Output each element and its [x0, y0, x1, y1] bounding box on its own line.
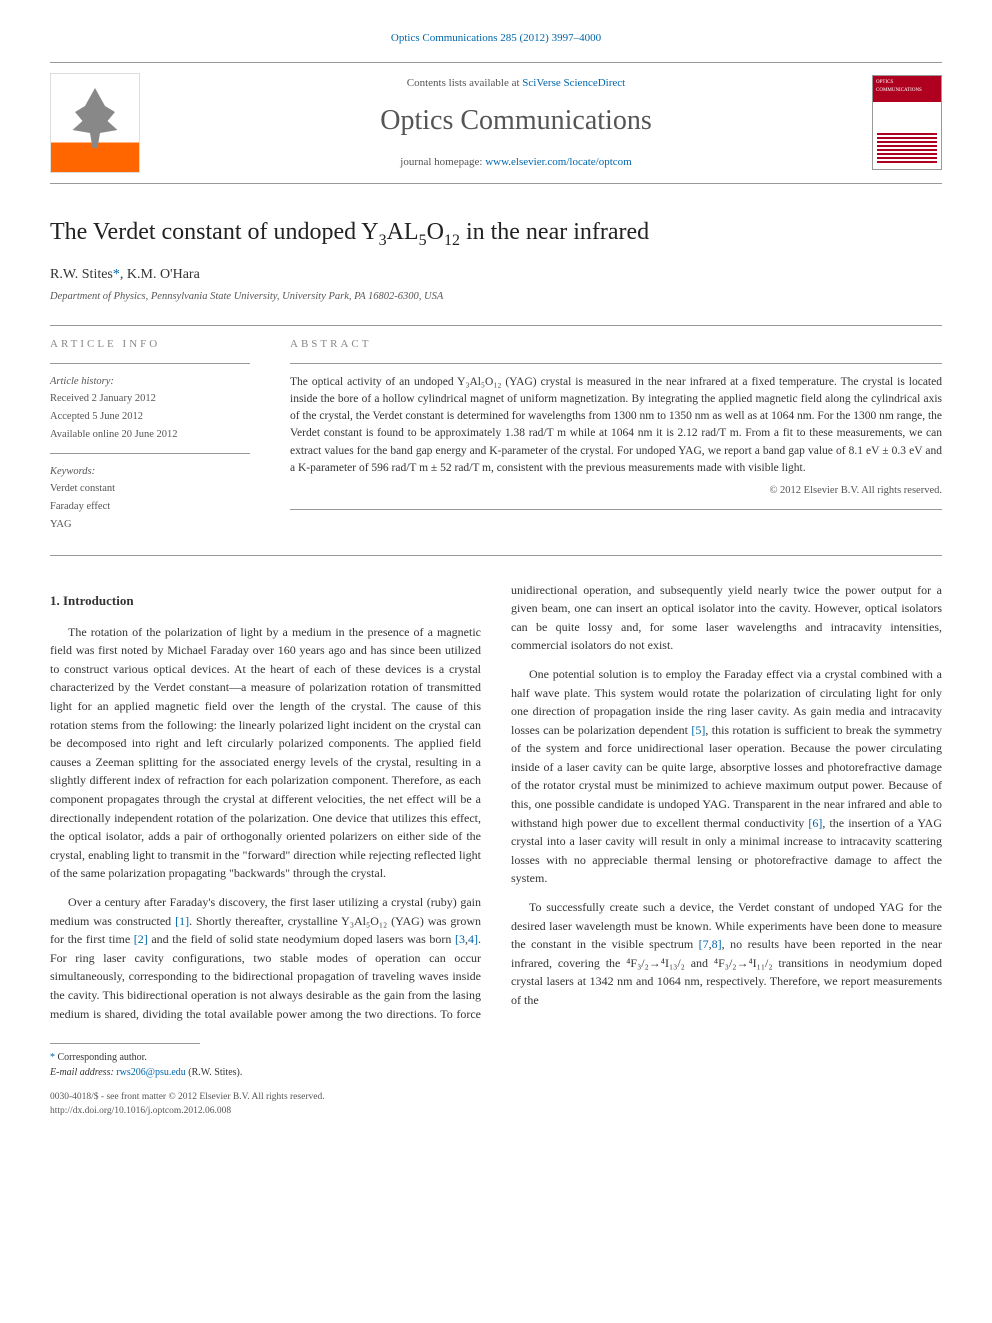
corresponding-footnote: * Corresponding author. E-mail address: …	[50, 1050, 942, 1080]
keywords-label: Keywords:	[50, 464, 250, 480]
doi: http://dx.doi.org/10.1016/j.optcom.2012.…	[50, 1104, 942, 1118]
ref-link[interactable]: [3	[455, 932, 465, 946]
corr-marker: *	[50, 1052, 55, 1063]
ref-link[interactable]: [1]	[175, 914, 189, 928]
ref-link[interactable]: [7	[699, 937, 709, 951]
sciencedirect-link[interactable]: SciVerse ScienceDirect	[522, 77, 625, 89]
history-label: Article history:	[50, 374, 250, 390]
info-heading: article info	[50, 336, 250, 353]
info-abstract-row: article info Article history: Received 2…	[50, 336, 942, 535]
section-heading: 1. Introduction	[50, 591, 481, 611]
homepage-prefix: journal homepage:	[400, 156, 485, 168]
article-info: article info Article history: Received 2…	[50, 336, 250, 535]
affiliation: Department of Physics, Pennsylvania Stat…	[50, 289, 942, 305]
divider	[50, 325, 942, 326]
email-label: E-mail address:	[50, 1067, 116, 1078]
divider	[50, 555, 942, 556]
corr-label: Corresponding author.	[58, 1052, 147, 1063]
ref-link[interactable]: [6]	[808, 816, 822, 830]
abstract-text: The optical activity of an undoped Y₃Al₅…	[290, 374, 942, 478]
elsevier-logo: ELSEVIER	[50, 73, 140, 173]
keyword: Verdet constant	[50, 481, 250, 497]
ref-link[interactable]: [2]	[134, 932, 148, 946]
elsevier-label: ELSEVIER	[74, 154, 117, 168]
abstract-copyright: © 2012 Elsevier B.V. All rights reserved…	[290, 483, 942, 499]
divider	[290, 363, 942, 364]
abstract: abstract The optical activity of an undo…	[290, 336, 942, 535]
homepage-line: journal homepage: www.elsevier.com/locat…	[160, 154, 872, 171]
accepted-date: Accepted 5 June 2012	[50, 409, 250, 425]
ref-link[interactable]: 4]	[468, 932, 478, 946]
divider	[50, 363, 250, 364]
bottom-meta: 0030-4018/$ - see front matter © 2012 El…	[50, 1090, 942, 1119]
para: The rotation of the polarization of ligh…	[50, 623, 481, 883]
homepage-link[interactable]: www.elsevier.com/locate/optcom	[485, 156, 632, 168]
cover-stripes	[877, 133, 937, 163]
citation-link[interactable]: Optics Communications 285 (2012) 3997–40…	[391, 32, 601, 44]
elsevier-tree-icon	[70, 88, 120, 148]
ref-link[interactable]: [5]	[691, 723, 705, 737]
author-1: R.W. Stites	[50, 267, 113, 282]
author-2: K.M. O'Hara	[127, 267, 200, 282]
para: To successfully create such a device, th…	[511, 898, 942, 1010]
contents-line: Contents lists available at SciVerse Sci…	[160, 75, 872, 92]
journal-name: Optics Communications	[160, 100, 872, 142]
ref-link[interactable]: 8]	[712, 937, 722, 951]
received-date: Received 2 January 2012	[50, 391, 250, 407]
footnote-rule	[50, 1043, 200, 1044]
cover-title: OPTICS COMMUNICATIONS	[876, 80, 922, 93]
keyword: Faraday effect	[50, 499, 250, 515]
journal-banner: ELSEVIER Contents lists available at Sci…	[50, 62, 942, 184]
keyword: YAG	[50, 517, 250, 533]
abstract-heading: abstract	[290, 336, 942, 353]
para: One potential solution is to employ the …	[511, 665, 942, 888]
article-title: The Verdet constant of undoped Y3AL5O12 …	[50, 214, 942, 253]
divider	[290, 509, 942, 510]
header-citation: Optics Communications 285 (2012) 3997–40…	[50, 30, 942, 47]
contents-prefix: Contents lists available at	[407, 77, 522, 89]
body-columns: 1. Introduction The rotation of the pola…	[50, 581, 942, 1024]
email-who: (R.W. Stites).	[188, 1067, 242, 1078]
email-link[interactable]: rws206@psu.edu	[116, 1067, 185, 1078]
authors: R.W. Stites*, K.M. O'Hara	[50, 264, 942, 285]
front-matter: 0030-4018/$ - see front matter © 2012 El…	[50, 1090, 942, 1104]
divider	[50, 453, 250, 454]
journal-cover-thumb: OPTICS COMMUNICATIONS	[872, 75, 942, 170]
corresponding-marker[interactable]: *	[113, 267, 120, 282]
online-date: Available online 20 June 2012	[50, 427, 250, 443]
banner-center: Contents lists available at SciVerse Sci…	[160, 75, 872, 170]
